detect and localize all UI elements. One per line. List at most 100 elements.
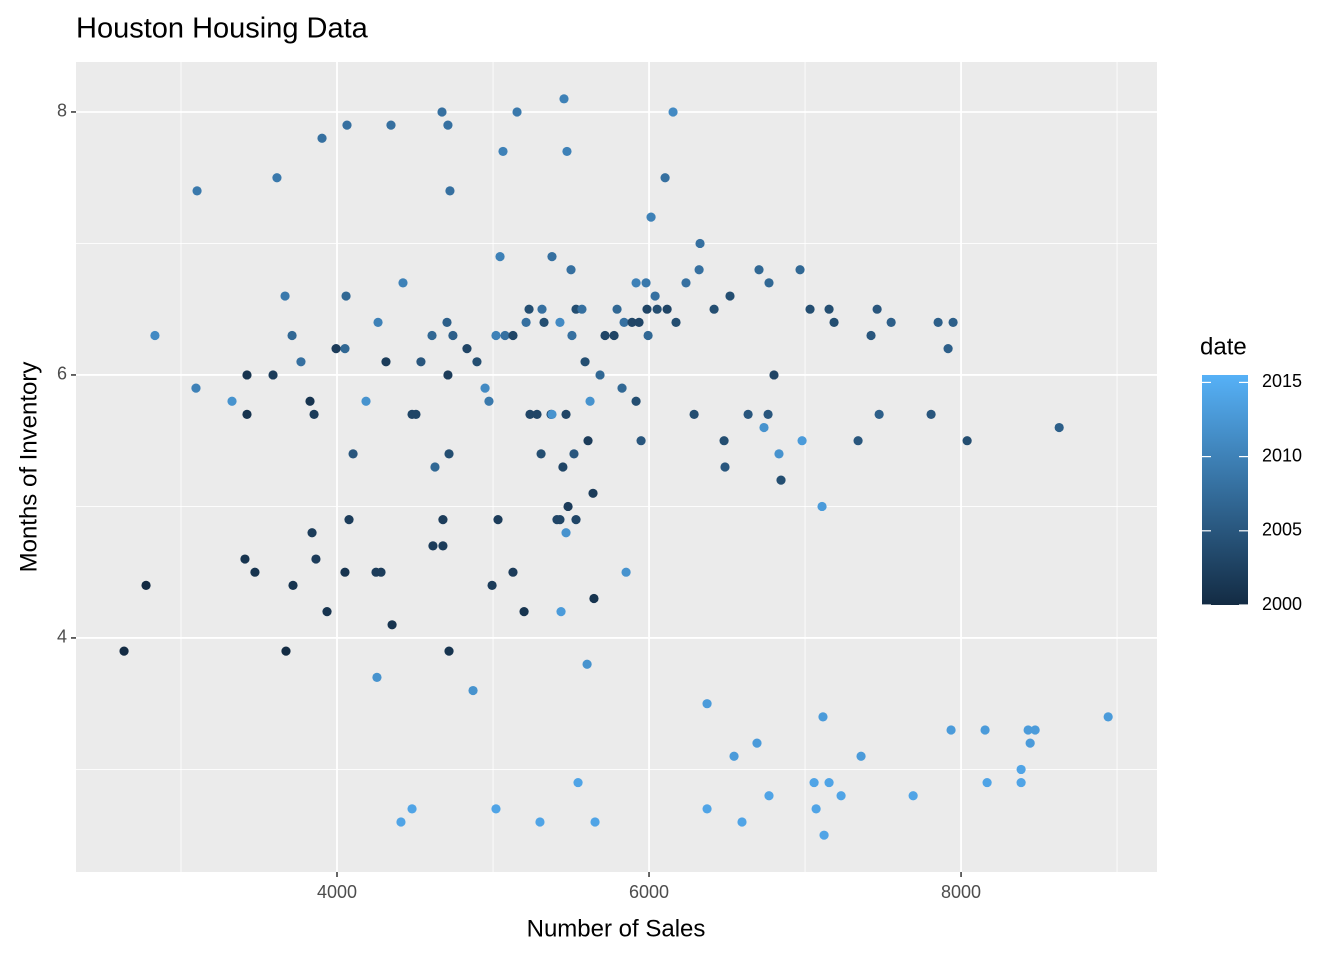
point — [495, 252, 505, 262]
point — [571, 514, 581, 525]
point — [344, 514, 354, 525]
point — [373, 317, 383, 327]
point — [443, 120, 453, 130]
point — [491, 804, 501, 814]
point — [537, 304, 547, 314]
point — [689, 409, 699, 420]
point — [946, 725, 956, 735]
point — [427, 330, 437, 341]
point — [582, 659, 592, 669]
point — [650, 291, 660, 301]
point — [242, 370, 252, 380]
point — [438, 514, 448, 525]
point — [856, 751, 866, 761]
chart-title: Houston Housing Data — [76, 13, 369, 45]
point — [908, 791, 918, 801]
point — [829, 317, 839, 327]
point — [982, 777, 992, 788]
point — [1103, 712, 1113, 722]
point — [563, 501, 573, 512]
point — [824, 304, 834, 314]
point — [585, 396, 595, 406]
point — [556, 607, 566, 617]
point — [811, 804, 821, 814]
point — [484, 396, 494, 406]
legend-title: date — [1200, 333, 1247, 360]
point — [340, 344, 350, 354]
point — [491, 330, 501, 341]
point — [430, 462, 440, 472]
point — [725, 291, 735, 301]
point — [824, 777, 834, 788]
point — [569, 449, 579, 459]
point — [547, 252, 557, 262]
point — [709, 304, 719, 314]
point — [141, 580, 151, 590]
point — [1030, 725, 1040, 735]
point — [561, 528, 571, 538]
point — [769, 370, 779, 380]
point — [445, 186, 455, 196]
point — [519, 607, 529, 617]
point — [521, 317, 531, 327]
legend-label: 2005 — [1262, 520, 1302, 540]
point — [590, 817, 600, 827]
point — [729, 751, 739, 761]
legend-label: 2010 — [1262, 445, 1302, 465]
point — [396, 817, 406, 827]
point — [411, 409, 421, 420]
point — [532, 409, 542, 420]
point — [493, 514, 503, 525]
point — [567, 330, 577, 341]
point — [498, 146, 508, 157]
point — [438, 541, 448, 551]
x-axis-title: Number of Sales — [527, 915, 706, 942]
point — [702, 699, 712, 709]
point — [372, 672, 382, 682]
point — [559, 94, 569, 104]
point — [119, 646, 129, 656]
point — [480, 383, 490, 393]
point — [652, 304, 662, 314]
y-tick-label: 6 — [57, 364, 67, 384]
point — [577, 304, 587, 314]
point — [536, 449, 546, 459]
point — [619, 317, 629, 327]
point — [631, 278, 641, 288]
point — [621, 567, 631, 577]
point — [524, 304, 534, 314]
colorbar — [1202, 375, 1248, 605]
point — [948, 317, 958, 327]
point — [192, 186, 202, 196]
point — [525, 409, 535, 420]
point — [641, 278, 651, 288]
point — [268, 370, 278, 380]
point — [443, 370, 453, 380]
point — [348, 449, 358, 459]
point — [361, 396, 371, 406]
point — [340, 567, 350, 577]
point — [588, 488, 598, 498]
point — [818, 712, 828, 722]
point — [874, 409, 884, 420]
point — [444, 449, 454, 459]
point — [636, 436, 646, 446]
point — [573, 777, 583, 788]
point — [583, 436, 593, 446]
point — [737, 817, 747, 827]
legend-label: 2015 — [1262, 371, 1302, 391]
point — [809, 777, 819, 788]
point — [702, 804, 712, 814]
point — [341, 291, 351, 301]
point — [805, 304, 815, 314]
point — [280, 291, 290, 301]
point — [926, 409, 936, 420]
x-tick-label: 6000 — [629, 882, 669, 902]
point — [662, 304, 672, 314]
point — [764, 278, 774, 288]
point — [309, 409, 319, 420]
y-axis-title: Months of Inventory — [15, 362, 42, 573]
point — [795, 265, 805, 275]
point — [342, 120, 352, 130]
